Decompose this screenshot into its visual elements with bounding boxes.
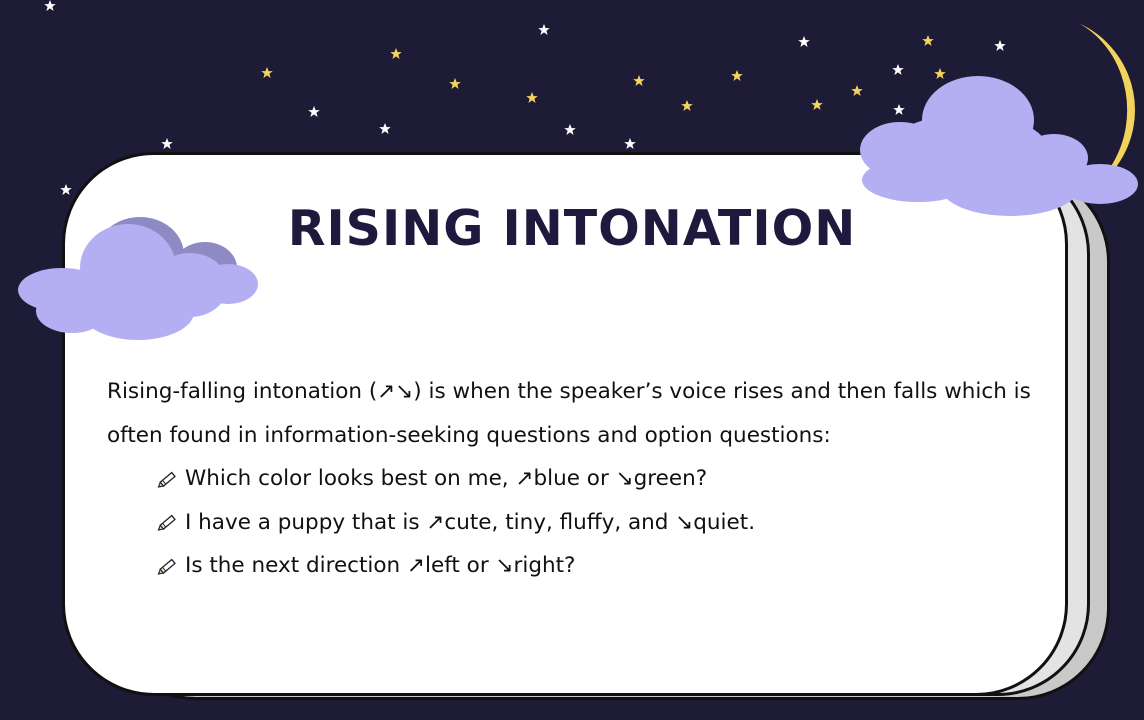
cloud-icon [860,76,1138,216]
example-text: Is the next direction ↗left or ↘right? [185,553,576,578]
list-item: Is the next direction ↗left or ↘right? [155,544,1052,588]
intro-paragraph: Rising-falling intonation (↗↘) is when t… [107,379,1031,448]
pencil-icon [157,471,176,488]
slide-title: RISING INTONATION [287,200,857,257]
cloud-icon [18,217,258,340]
example-text: I have a puppy that is ↗cute, tiny, fluf… [185,509,756,535]
content-card [62,152,1068,696]
pencil-icon [157,514,176,532]
slide-body: Rising-falling intonation (↗↘) is when t… [107,370,1052,588]
list-item: I have a puppy that is ↗cute, tiny, fluf… [155,501,1052,545]
pencil-icon [157,558,176,575]
example-list: Which color looks best on me, ↗blue or ↘… [107,457,1052,588]
list-item: Which color looks best on me, ↗blue or ↘… [155,457,1052,501]
example-text: Which color looks best on me, ↗blue or ↘… [185,466,708,491]
